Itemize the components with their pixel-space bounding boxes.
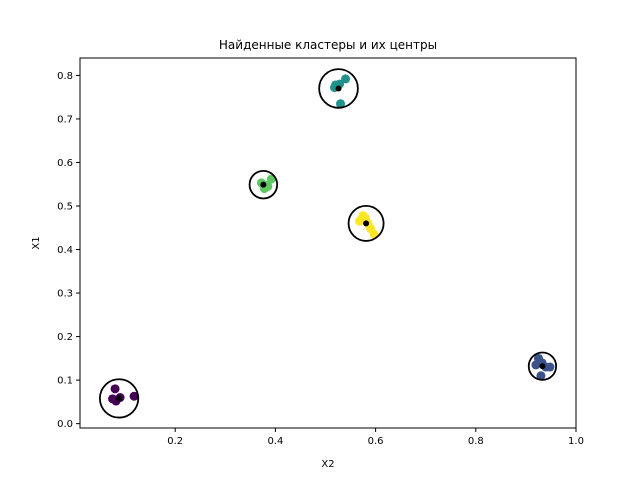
y-tick-label-7: 0.7 [57, 114, 73, 125]
cluster-0-center [116, 395, 123, 402]
y-tick-label-2: 0.2 [57, 332, 73, 343]
cluster-3-center [260, 181, 267, 188]
cluster-0-point-4 [129, 391, 139, 401]
y-tick-label-6: 0.6 [57, 158, 73, 169]
x-tick-label-0: 0.2 [167, 436, 183, 447]
plot-frame [79, 57, 577, 429]
y-axis: 0.0 0.1 0.2 0.3 0.4 0.5 0.6 0.7 0.8 [57, 71, 80, 430]
cluster-2-point-4 [336, 99, 346, 109]
y-tick-label-0: 0.0 [57, 419, 73, 430]
cluster-4-ring [347, 204, 385, 242]
cluster-1-point-3 [545, 362, 555, 372]
cluster-4-center [363, 220, 370, 227]
cluster-2-center [335, 85, 342, 92]
chart-title: Найденные кластеры и их центры [219, 38, 437, 52]
cluster-3-ring [248, 169, 279, 200]
x-axis-label: X2 [321, 459, 334, 470]
x-tick-label-1: 0.4 [267, 436, 283, 447]
cluster-0-ring [98, 378, 140, 419]
cluster-1-point-4 [536, 371, 546, 381]
y-tick-label-4: 0.4 [57, 245, 73, 256]
x-tick-label-3: 0.8 [468, 436, 484, 447]
cluster-2-point-3 [341, 74, 351, 84]
y-tick-label-3: 0.3 [57, 289, 73, 300]
x-tick-label-4: 1.0 [568, 436, 584, 447]
cluster-0-point-0 [110, 384, 120, 394]
cluster-2-ring [318, 68, 359, 109]
cluster-1-point-5 [531, 360, 541, 370]
x-axis: 0.2 0.4 0.6 0.8 1.0 [167, 428, 584, 447]
cluster-1-ring [527, 351, 558, 381]
y-axis-label: X1 [31, 236, 42, 249]
cluster-1-center [539, 363, 546, 370]
y-tick-label-1: 0.1 [57, 376, 73, 387]
y-tick-label-8: 0.8 [57, 71, 73, 82]
x-tick-label-2: 0.6 [368, 436, 384, 447]
plot-marks [98, 68, 558, 419]
y-tick-label-5: 0.5 [57, 202, 73, 213]
